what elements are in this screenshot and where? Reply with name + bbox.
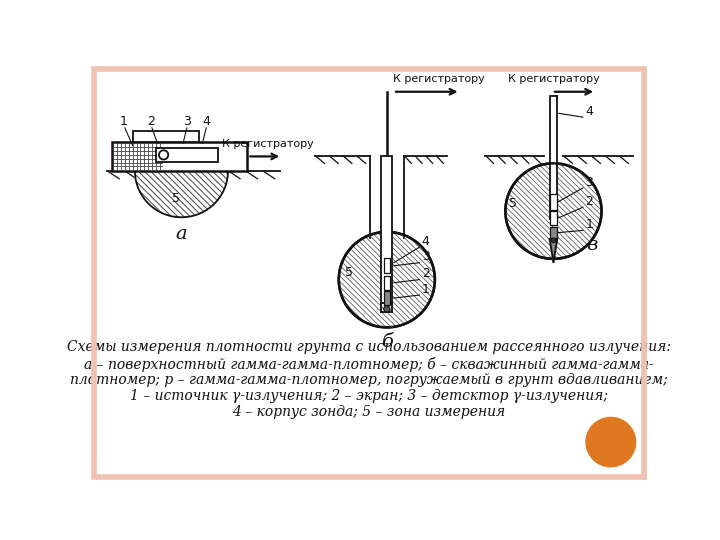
Text: К регистратору: К регистратору <box>508 74 600 84</box>
Polygon shape <box>549 239 557 262</box>
Bar <box>384 258 390 273</box>
Text: а – поверхностный гамма-гамма-плотномер; б – скважинный гамма-гамма-: а – поверхностный гамма-гамма-плотномер;… <box>84 356 654 372</box>
Bar <box>382 156 392 303</box>
Text: 3: 3 <box>422 251 430 264</box>
Text: 1: 1 <box>120 115 127 128</box>
Text: К регистратору: К регистратору <box>222 139 313 149</box>
Circle shape <box>505 164 601 259</box>
Text: 2: 2 <box>148 115 156 128</box>
Bar <box>384 276 390 289</box>
Bar <box>156 148 218 162</box>
Text: 3: 3 <box>183 115 191 128</box>
Bar <box>550 194 557 210</box>
Text: Схемы измерения плотности грунта с использованием рассеянного излучения:: Схемы измерения плотности грунта с испол… <box>67 340 671 354</box>
Text: 4: 4 <box>422 235 430 248</box>
Circle shape <box>339 232 435 327</box>
Bar <box>132 131 199 142</box>
Bar <box>384 291 390 305</box>
Text: 1: 1 <box>422 283 430 296</box>
Bar <box>550 211 557 225</box>
Text: К регистратору: К регистратору <box>393 74 485 84</box>
Text: 4: 4 <box>202 115 210 128</box>
Text: 5: 5 <box>172 192 180 205</box>
Bar <box>112 142 248 171</box>
Bar <box>549 96 557 219</box>
Bar <box>550 226 557 239</box>
Polygon shape <box>135 171 228 217</box>
Text: 1 – источник γ-излучения; 2 – экран; 3 – детсктор γ-излучения;: 1 – источник γ-излучения; 2 – экран; 3 –… <box>130 389 608 403</box>
Text: 5: 5 <box>345 266 353 279</box>
Text: б: б <box>381 333 393 350</box>
Text: в: в <box>587 235 598 254</box>
Text: 5: 5 <box>509 197 517 210</box>
Text: 4: 4 <box>585 105 593 118</box>
Circle shape <box>159 150 168 159</box>
Text: 3: 3 <box>585 176 593 188</box>
Circle shape <box>551 238 556 242</box>
Text: 2: 2 <box>422 267 430 280</box>
Text: 2: 2 <box>585 195 593 208</box>
Text: а: а <box>176 225 187 243</box>
Text: 4 – корпус зонда; 5 – зона измерения: 4 – корпус зонда; 5 – зона измерения <box>233 405 505 419</box>
Text: плотномер; р – гамма-гамма-плотномер, погружаемый в грунт вдавливанием;: плотномер; р – гамма-гамма-плотномер, по… <box>70 373 668 387</box>
Text: 1: 1 <box>585 218 593 231</box>
Circle shape <box>384 306 390 312</box>
Circle shape <box>586 417 636 467</box>
